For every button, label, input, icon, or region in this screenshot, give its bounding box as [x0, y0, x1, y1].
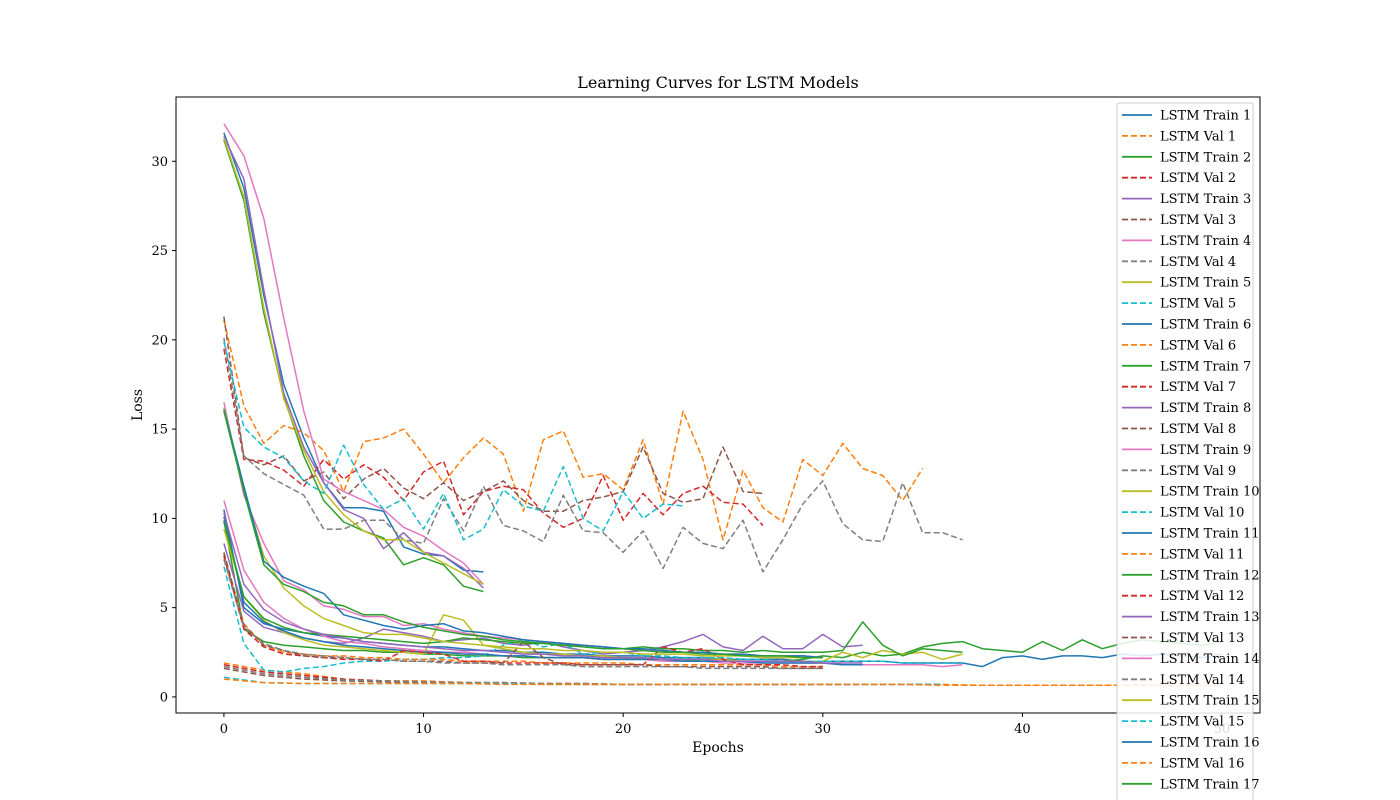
series-line-lstm-train-15: [223, 407, 823, 659]
series-line-lstm-train-17: [223, 411, 823, 659]
legend-label-lstm-train-6: LSTM Train 6: [1160, 318, 1251, 333]
legend-label-lstm-train-2: LSTM Train 2: [1160, 150, 1251, 165]
series-line-lstm-train-11: [223, 516, 863, 666]
legend-label-lstm-train-10: LSTM Train 10: [1160, 485, 1260, 500]
y-tick-label: 5: [160, 601, 168, 616]
legend-label-lstm-train-3: LSTM Train 3: [1160, 192, 1251, 207]
legend-label-lstm-train-12: LSTM Train 12: [1160, 568, 1260, 583]
series-line-lstm-train-7: [223, 520, 1223, 662]
y-axis: 0 5 10 15 20 25 30: [151, 155, 176, 705]
legend-label-lstm-train-11: LSTM Train 11: [1160, 527, 1260, 542]
series-line-lstm-val-8: [223, 667, 863, 686]
legend-label-lstm-train-7: LSTM Train 7: [1160, 359, 1251, 374]
legend-label-lstm-val-4: LSTM Val 4: [1160, 255, 1236, 270]
series-line-lstm-val-11: [223, 553, 823, 668]
legend-label-lstm-val-3: LSTM Val 3: [1160, 213, 1236, 228]
series-line-lstm-train-2: [223, 139, 484, 593]
legend-label-lstm-train-17: LSTM Train 17: [1160, 777, 1260, 792]
series-line-lstm-val-16: [223, 678, 1223, 687]
legend-label-lstm-train-8: LSTM Train 8: [1160, 401, 1251, 416]
series-line-lstm-train-5: [223, 137, 484, 586]
legend-label-lstm-train-9: LSTM Train 9: [1160, 443, 1251, 458]
y-axis-label: Loss: [130, 389, 146, 421]
legend-label-lstm-val-6: LSTM Val 6: [1160, 338, 1236, 353]
series-line-lstm-val-14: [223, 559, 823, 670]
legend-label-lstm-val-14: LSTM Val 14: [1160, 673, 1244, 688]
series-line-lstm-val-4: [223, 337, 963, 573]
legend-label-lstm-train-13: LSTM Train 13: [1160, 610, 1260, 625]
legend-label-lstm-train-5: LSTM Train 5: [1160, 276, 1251, 291]
legend-label-lstm-val-5: LSTM Val 5: [1160, 297, 1236, 312]
series-line-lstm-val-1: [223, 320, 924, 541]
legend-label-lstm-val-10: LSTM Val 10: [1160, 506, 1244, 521]
legend-label-lstm-val-9: LSTM Val 9: [1160, 464, 1236, 479]
legend-label-lstm-train-1: LSTM Train 1: [1160, 109, 1251, 124]
legend-label-lstm-val-16: LSTM Val 16: [1160, 756, 1244, 771]
plot-lines: [223, 123, 1223, 687]
legend-label-lstm-val-12: LSTM Val 12: [1160, 589, 1244, 604]
legend-label-lstm-val-13: LSTM Val 13: [1160, 631, 1244, 646]
legend-label-lstm-train-14: LSTM Train 14: [1160, 652, 1260, 667]
series-line-lstm-val-2: [223, 348, 764, 529]
y-tick-label: 0: [160, 690, 168, 705]
x-tick-label: 30: [815, 722, 832, 737]
x-tick-label: 40: [1014, 722, 1031, 737]
legend-label-lstm-val-11: LSTM Val 11: [1160, 547, 1244, 562]
x-tick-label: 10: [415, 722, 432, 737]
series-line-lstm-train-4: [223, 123, 484, 585]
legend-label-lstm-train-15: LSTM Train 15: [1160, 694, 1260, 709]
legend-label-lstm-val-7: LSTM Val 7: [1160, 380, 1236, 395]
series-line-lstm-train-10: [223, 528, 963, 662]
series-line-lstm-train-8: [223, 543, 863, 655]
y-tick-label: 20: [151, 333, 168, 348]
legend-label-lstm-val-2: LSTM Val 2: [1160, 171, 1236, 186]
legend-box: [1116, 102, 1254, 800]
x-axis: 01020304050: [220, 713, 1230, 737]
series-line-lstm-val-5: [223, 341, 684, 541]
legend-label-lstm-val-8: LSTM Val 8: [1160, 422, 1236, 437]
series-line-lstm-val-10: [223, 566, 963, 673]
x-axis-label: Epochs: [692, 740, 744, 756]
series-line-lstm-val-9: [223, 665, 943, 686]
x-tick-label: 0: [220, 722, 228, 737]
legend-label-lstm-val-1: LSTM Val 1: [1160, 129, 1236, 144]
series-line-lstm-val-7: [223, 664, 943, 686]
series-line-lstm-train-1: [223, 132, 484, 573]
y-tick-label: 15: [151, 423, 168, 438]
y-tick-label: 10: [151, 512, 168, 527]
y-tick-label: 30: [151, 155, 168, 170]
chart-title: Learning Curves for LSTM Models: [577, 73, 858, 92]
legend-label-lstm-train-4: LSTM Train 4: [1160, 234, 1251, 249]
series-line-lstm-train-9: [223, 500, 963, 668]
series-line-lstm-val-3: [223, 316, 763, 512]
x-tick-label: 20: [615, 722, 632, 737]
series-line-lstm-val-12: [223, 555, 823, 668]
plot-frame: [175, 96, 1261, 714]
series-line-lstm-train-3: [223, 135, 484, 589]
legend: LSTM Train 1 LSTM Val 1 LSTM Train 2 LSTM V…: [1116, 102, 1260, 800]
legend-label-lstm-val-15: LSTM Val 15: [1160, 715, 1244, 730]
legend-label-lstm-train-16: LSTM Train 16: [1160, 736, 1260, 751]
series-line-lstm-train-13: [223, 512, 863, 664]
y-tick-label: 25: [151, 244, 168, 259]
